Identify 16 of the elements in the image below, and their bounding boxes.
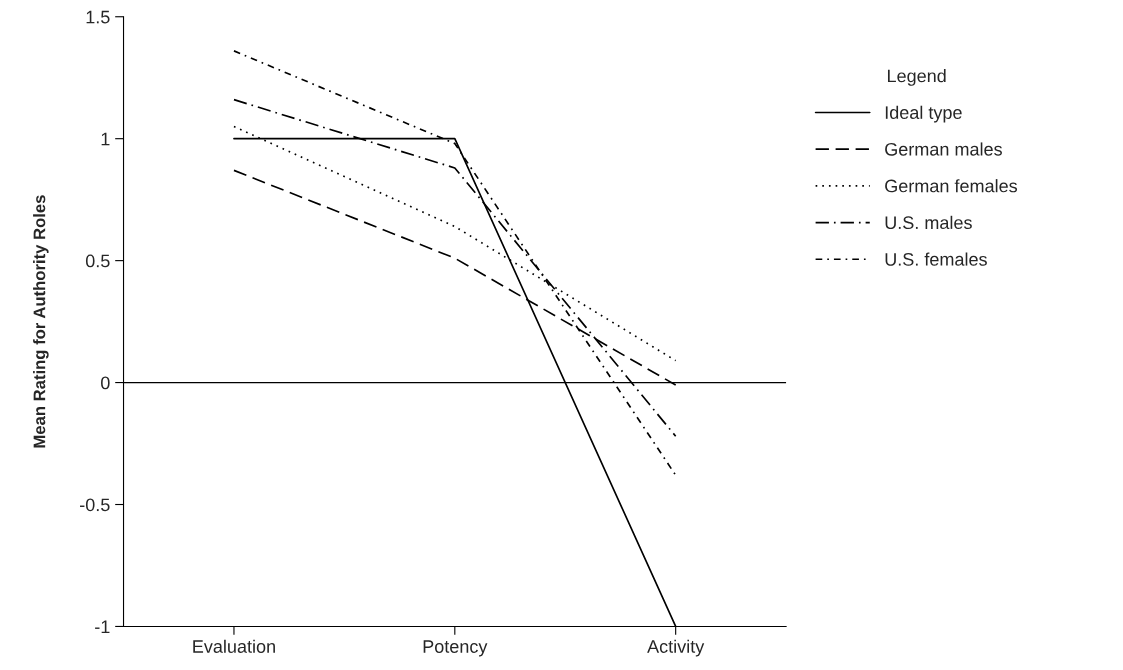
y-tick-label: -0.5 (80, 498, 110, 512)
y-tick-label: 1 (101, 132, 110, 146)
legend-label: German females (885, 179, 1018, 193)
y-tick-label: 0.5 (85, 254, 110, 268)
y-tick-label: 0 (101, 376, 110, 390)
y-axis-title: Mean Rating for Authority Roles (33, 195, 49, 448)
y-tick-label: -1 (95, 620, 110, 633)
legend-label: Ideal type (885, 105, 962, 123)
y-tick-label: 1.5 (86, 10, 110, 24)
legend-label: U.S. males (885, 215, 972, 230)
legend-label: U.S. females (885, 252, 987, 266)
legend-title: Legend (887, 69, 946, 86)
legend-label: German males (885, 142, 1002, 156)
x-tick-label: Activity (647, 639, 705, 657)
x-tick-label: Evaluation (193, 639, 275, 653)
x-tick-label: Potency (423, 640, 488, 657)
